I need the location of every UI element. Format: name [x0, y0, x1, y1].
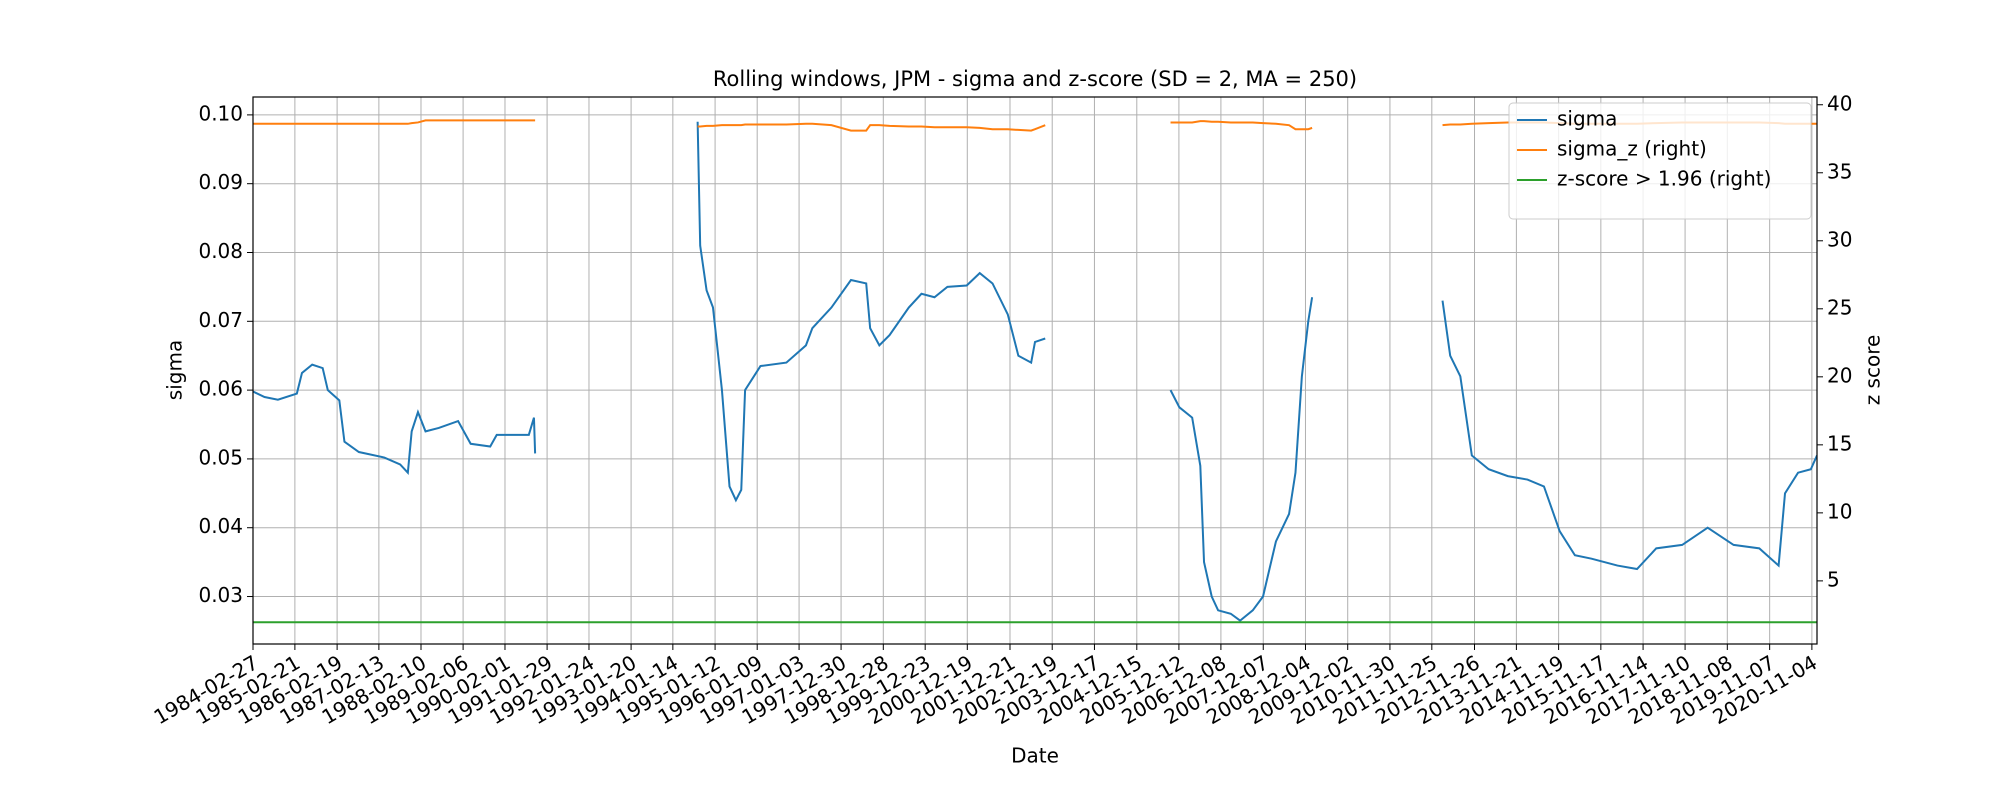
y-tick-label: 0.09 — [198, 170, 243, 194]
y-tick-label: 0.06 — [198, 377, 243, 401]
y2-tick-label: 35 — [1827, 159, 1852, 183]
chart-title: Rolling windows, JPM - sigma and z-score… — [713, 67, 1357, 91]
y2-axis-label: z score — [1861, 335, 1885, 406]
y2-tick-label: 20 — [1827, 363, 1852, 387]
legend-label: sigma_z (right) — [1557, 137, 1707, 161]
line-series — [253, 121, 1817, 622]
legend-box — [1508, 102, 1812, 220]
y-tick-label: 0.04 — [198, 514, 243, 538]
y2-tick-label: 5 — [1827, 567, 1840, 591]
y2-tick-label: 40 — [1827, 91, 1852, 115]
y2-tick-label: 25 — [1827, 295, 1852, 319]
line-series — [253, 119, 1817, 132]
y-tick-label: 0.05 — [198, 445, 243, 469]
y2-tick-label: 15 — [1827, 431, 1852, 455]
y-axis-label: sigma — [163, 340, 187, 400]
y-tick-label: 0.10 — [198, 101, 243, 125]
y2-tick-label: 10 — [1827, 499, 1852, 523]
y2-tick-label: 30 — [1827, 227, 1852, 251]
plot-frame — [252, 96, 1818, 645]
x-axis-label: Date — [1011, 744, 1059, 768]
y-tick-label: 0.08 — [198, 239, 243, 263]
legend-label: sigma — [1557, 107, 1617, 131]
y-tick-label: 0.07 — [198, 308, 243, 332]
y-tick-label: 0.03 — [198, 583, 243, 607]
legend-label: z-score > 1.96 (right) — [1557, 167, 1771, 191]
